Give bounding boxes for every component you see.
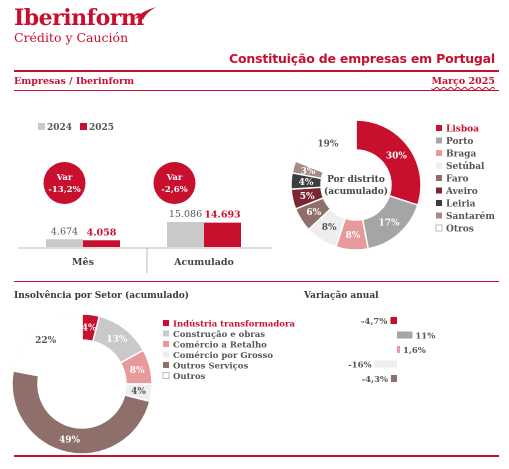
slice-label-Setúbal: 8%: [322, 223, 337, 233]
legend-swatch-5: [162, 372, 170, 379]
legend-label-Aveiro: Aveiro: [445, 187, 478, 197]
legend-label-Setúbal: Setúbal: [446, 161, 485, 172]
bar-value-label: 14.693: [204, 210, 240, 221]
legend-label-3: Comércio por Grosso: [173, 350, 273, 361]
bottom-rule: [14, 455, 499, 457]
legend-label-Faro: Faro: [446, 175, 468, 185]
variation-bar-2: [397, 346, 400, 353]
legend-swatch-Otros: [435, 224, 443, 232]
legend-label-0: Indústria transformadora: [173, 319, 295, 330]
donut-center-title-1: Por distrito: [327, 175, 385, 185]
legend-label-Santarém: Santarém: [446, 211, 495, 222]
legend-swatch-2: [163, 341, 169, 347]
slice-label-Faro: 6%: [306, 208, 321, 218]
legend-swatch-4: [163, 362, 169, 368]
variation-badge: [43, 162, 86, 204]
variation-badge-value: -2,6%: [161, 185, 187, 195]
variation-label-3: -16%: [348, 361, 371, 371]
donut-center-title-2: (acumulado): [324, 186, 388, 197]
legend-swatch-2025: [80, 123, 87, 130]
bar-Mês-2024: [46, 239, 83, 247]
legend-swatch-Lisboa: [436, 125, 442, 131]
legend-swatch-1: [163, 330, 169, 337]
brand-logo: Iberinform Crédito y Caución: [14, 4, 144, 45]
report-date: Março 2025: [431, 76, 495, 87]
bar-value-label: 15.086: [169, 209, 202, 220]
variation-bar-3: [374, 360, 397, 368]
legend-label-2024: 2024: [47, 123, 72, 133]
slice-label-Comércio por Grosso: 4%: [131, 387, 146, 397]
slice-label-Lisboa: 30%: [386, 152, 408, 162]
district-donut-chart: 30%17%8%8%6%5%4%3%19%Por distrito(acumul…: [290, 119, 495, 251]
legend-swatch-Porto: [436, 137, 442, 144]
legend-label-2025: 2025: [89, 123, 114, 133]
bird-logo-icon: [134, 7, 156, 20]
bar-Acumulado-2025: [204, 222, 241, 247]
legend-swatch-Braga: [436, 150, 442, 156]
variation-label-4: -4,3%: [362, 375, 388, 385]
variation-bar-0: [390, 317, 397, 324]
legend-label-1: Construção e obras: [173, 329, 265, 340]
legend-swatch-Aveiro: [436, 187, 442, 194]
variation-badge-title: Var: [56, 173, 73, 183]
slice-label-Comércio a Retalho: 8%: [130, 366, 145, 376]
category-label-Mês: Mês: [72, 257, 94, 268]
variation-bar-4: [390, 375, 397, 382]
bar-value-label: 4.674: [51, 226, 78, 237]
companies-bar-chart: 2024 2025 4.674 4.058 Mês Var -13,2% 15.086 14.6…: [18, 123, 272, 273]
slice-label-Outros Serviços: 49%: [59, 436, 81, 446]
legend-label-4: Outros Serviços: [173, 362, 248, 372]
legend-swatch-Leiria: [436, 200, 442, 206]
middle-rule: [14, 281, 499, 282]
brand-tagline: Crédito y Caución: [14, 30, 129, 45]
slice-label-Otros: 19%: [317, 140, 339, 150]
slice-label-Braga: 8%: [345, 231, 360, 241]
slice-label-Porto: 17%: [379, 219, 401, 229]
variation-label-2: 1,6%: [403, 346, 426, 356]
variation-label-1: 11%: [415, 332, 435, 342]
slice-label-Aveiro: 5%: [300, 192, 315, 202]
variation-bar-1: [397, 331, 413, 339]
legend-label-Porto: Porto: [446, 137, 473, 147]
legend-label-5: Outros: [173, 372, 206, 382]
insolvency-title: Insolvência por Setor (acumulado): [14, 291, 190, 301]
variation-badge-value: -13,2%: [48, 185, 80, 195]
legend-swatch-2024: [38, 123, 45, 130]
category-label-Acumulado: Acumulado: [173, 257, 234, 268]
legend-swatch-Setúbal: [436, 162, 442, 169]
bar-Acumulado-2024: [167, 222, 204, 247]
section-rule: [14, 90, 499, 91]
insolvency-donut-chart: 4%13%8%4%49%22%Indústria transformadoraC…: [11, 313, 295, 455]
page-title: Constituição de empresas em Portugal: [229, 51, 495, 66]
legend-label-2: Comércio a Retalho: [173, 340, 267, 351]
legend-label-Lisboa: Lisboa: [446, 125, 479, 135]
legend-label-Leiria: Leiria: [446, 200, 476, 210]
title-rule: [14, 70, 499, 72]
legend-swatch-0: [163, 320, 169, 326]
slice-Otros: [294, 119, 357, 174]
section-label: Empresas / Iberinform: [14, 76, 135, 87]
legend-swatch-Santarém: [436, 212, 442, 219]
variation-badge-title: Var: [166, 173, 183, 183]
variation-label-0: -4,7%: [361, 317, 387, 327]
annual-variation-chart: -4,7% 11% 1,6% -16% -4,3%: [348, 317, 435, 385]
legend-swatch-3: [163, 351, 169, 358]
bar-Mês-2025: [83, 240, 120, 247]
legend-swatch-Faro: [436, 175, 442, 181]
variation-title: Variação anual: [304, 291, 379, 301]
bar-value-label: 4.058: [87, 227, 117, 238]
slice-Outros: [12, 313, 83, 377]
legend-label-Otros: Otros: [446, 225, 474, 235]
variation-badge: [153, 162, 196, 204]
slice-label-Leiria: 4%: [299, 178, 314, 188]
slice-label-Santarém: 3%: [301, 167, 316, 177]
slice-Outros Serviços: [11, 370, 151, 455]
brand-name: Iberinform: [14, 5, 144, 31]
slice-label-Indústria transformadora: 4%: [82, 323, 97, 333]
slice-label-Construção e obras: 13%: [106, 335, 128, 345]
legend-label-Braga: Braga: [446, 150, 476, 160]
slice-label-Outros: 22%: [35, 336, 57, 346]
slice-Lisboa: [355, 119, 422, 207]
